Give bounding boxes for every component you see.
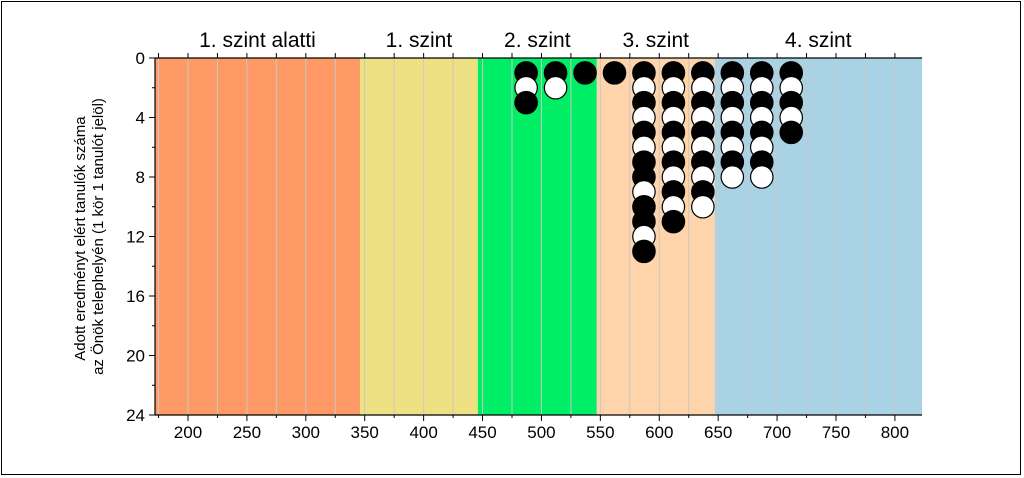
x-tick-label: 700	[763, 423, 791, 442]
x-tick-label: 350	[351, 423, 379, 442]
student-dot-white	[691, 194, 715, 219]
student-dot-black	[514, 90, 538, 115]
x-tick-label: 650	[704, 423, 732, 442]
student-dot-black	[632, 239, 656, 264]
level-band-1	[155, 58, 361, 415]
y-tick-label: 16	[126, 287, 145, 306]
student-dot-black	[573, 61, 597, 85]
y-tick-label: 0	[136, 49, 145, 68]
student-dots	[514, 61, 804, 264]
x-tick-label: 800	[881, 423, 909, 442]
student-dot-black	[661, 209, 686, 234]
y-axis-title-line-1: Adott eredményt elért tanulók száma	[72, 116, 89, 361]
y-tick-label: 12	[126, 228, 145, 247]
x-tick-label: 450	[468, 423, 496, 442]
x-tick-label: 750	[822, 423, 850, 442]
x-tick-labels: 200 250 300 350 400 450 500 550 600 650 700 750 800	[174, 423, 909, 442]
axes	[149, 53, 922, 421]
y-axis-title: Adott eredményt elért tanulók száma az Ö…	[72, 98, 107, 375]
student-dot-black	[602, 61, 627, 85]
grid-lines	[158, 58, 896, 415]
level-band-5	[714, 58, 922, 415]
y-tick-label: 8	[136, 168, 145, 187]
level-label-4: 3. szint	[622, 29, 689, 52]
x-tick-label: 200	[174, 423, 202, 442]
y-tick-label: 24	[126, 406, 145, 425]
level-label-1: 1. szint alatti	[199, 29, 316, 52]
y-axis-title-line-2: az Önök telephelyén (1 kör 1 tanulót jel…	[89, 98, 107, 375]
y-tick-labels: 0 4 8 12 16 20 24	[126, 49, 145, 425]
level-label-2: 1. szint	[386, 29, 453, 52]
x-tick-label: 550	[586, 423, 614, 442]
y-tick-label: 20	[126, 347, 145, 366]
level-label-5: 4. szint	[785, 29, 852, 52]
level-band-2	[360, 58, 478, 415]
x-tick-label: 300	[292, 423, 320, 442]
x-tick-label: 600	[645, 423, 673, 442]
y-tick-label: 4	[136, 109, 145, 128]
student-dot-white	[749, 165, 774, 189]
student-dot-black	[779, 120, 804, 145]
student-dot-white	[543, 75, 568, 100]
level-label-3: 2. szint	[504, 29, 571, 52]
x-tick-label: 250	[233, 423, 261, 442]
x-tick-label: 500	[527, 423, 555, 442]
level-band-3	[477, 58, 597, 415]
student-dot-white	[720, 165, 745, 189]
level-labels: 1. szint alatti 1. szint 2. szint 3. szint 4…	[199, 29, 852, 52]
x-tick-label: 400	[409, 423, 437, 442]
